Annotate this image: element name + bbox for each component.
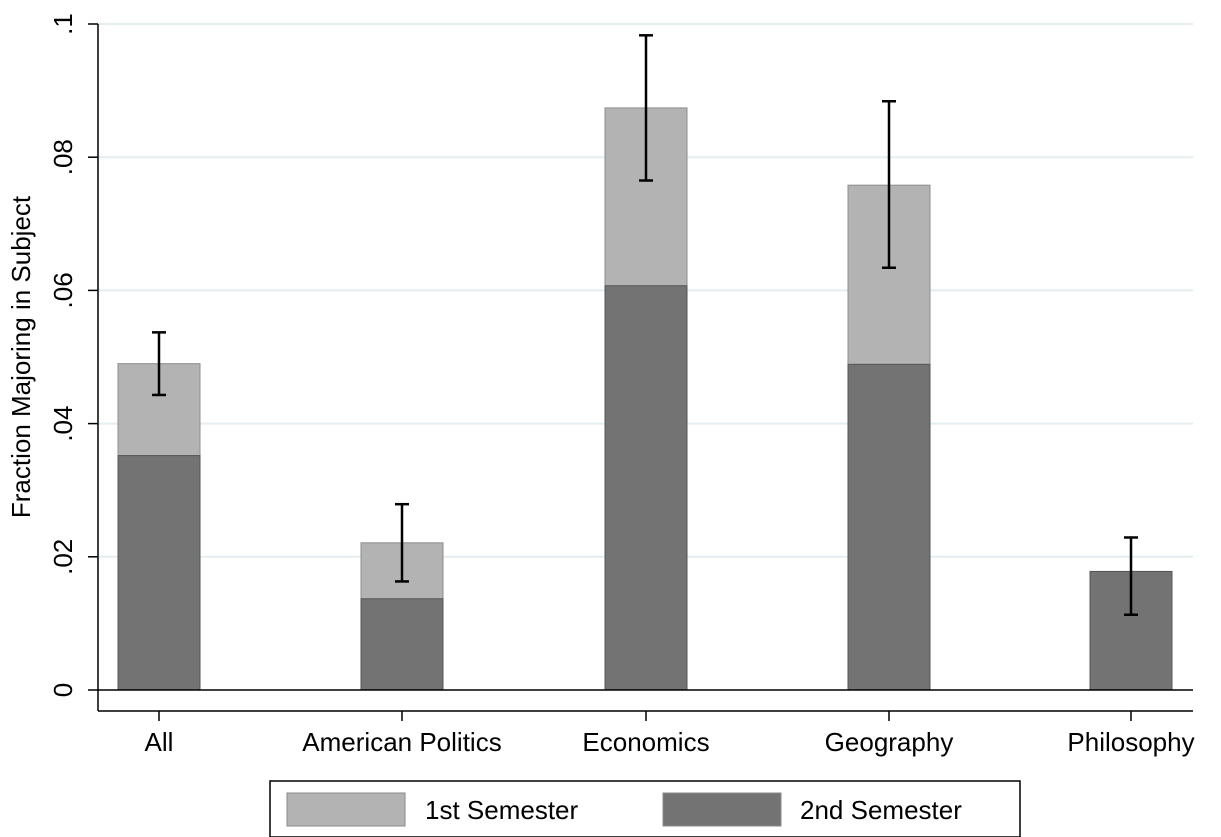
y-tick-label: .04: [48, 406, 78, 442]
error-bar: [395, 502, 409, 583]
error-bar: [882, 100, 896, 270]
y-tick-label: .1: [48, 13, 78, 35]
error-bar: [1124, 536, 1138, 616]
x-ticks: All American Politics Economics Geography Ph…: [145, 711, 1195, 757]
bar-2nd-semester: [604, 285, 688, 691]
x-tick-label: Economics: [582, 727, 709, 757]
y-tick-label: .06: [48, 272, 78, 308]
error-bars: [152, 34, 1138, 616]
legend: 1st Semester 2nd Semester: [269, 780, 1021, 837]
legend-swatch: [286, 792, 406, 827]
bar-2nd-semester: [847, 363, 931, 691]
error-bar: [639, 34, 653, 182]
y-axis-title: Fraction Majoring in Subject: [6, 195, 36, 518]
y-tick-label: .08: [48, 139, 78, 175]
bar-2nd-semester: [117, 455, 201, 691]
x-tick-label: All: [145, 727, 174, 757]
bar-2nd-semester: [360, 598, 444, 691]
bars: [117, 107, 1173, 691]
x-tick-label: Philosophy: [1067, 727, 1194, 757]
legend-label: 1st Semester: [425, 795, 579, 825]
error-bar: [152, 331, 166, 397]
y-tick-label: .02: [48, 539, 78, 575]
y-ticks: 0 .02 .04 .06 .08 .1: [48, 13, 98, 697]
x-tick-label: American Politics: [302, 727, 501, 757]
legend-swatch: [662, 792, 782, 827]
legend-label: 2nd Semester: [800, 795, 962, 825]
x-tick-label: Geography: [825, 727, 954, 757]
y-tick-label: 0: [48, 683, 78, 697]
